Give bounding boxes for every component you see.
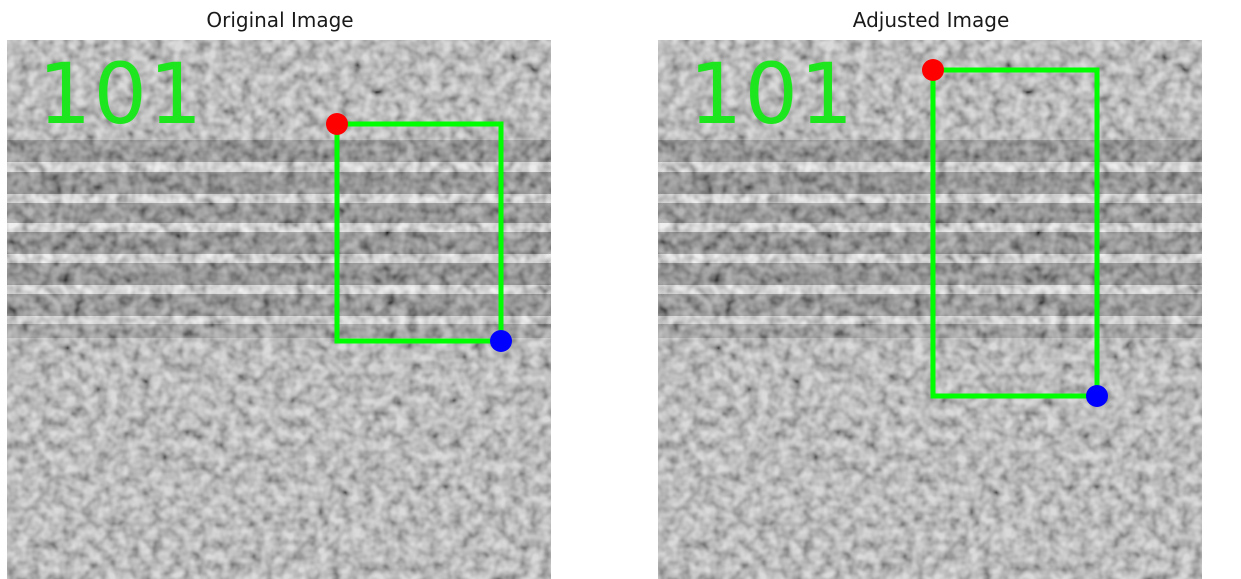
bounding-box-rect [334,121,504,344]
bounding-box-rect [930,67,1100,399]
adjusted-micrograph-canvas [658,40,1202,579]
adjusted-frame-number: 101 [689,45,856,143]
top-left-marker [922,59,944,81]
bottom-right-marker [1086,385,1108,407]
bottom-right-marker [490,330,512,352]
grain-texture [7,40,551,579]
grain-texture [658,40,1202,579]
original-frame-number: 101 [38,45,205,143]
original-panel-title: Original Image [206,8,354,32]
adjusted-micrograph [658,40,1202,579]
annotation-box [922,59,1108,407]
top-left-marker [326,113,348,135]
original-micrograph-canvas [7,40,551,579]
adjusted-panel-title: Adjusted Image [852,8,1010,32]
original-micrograph [7,40,551,579]
annotation-box [326,113,512,352]
